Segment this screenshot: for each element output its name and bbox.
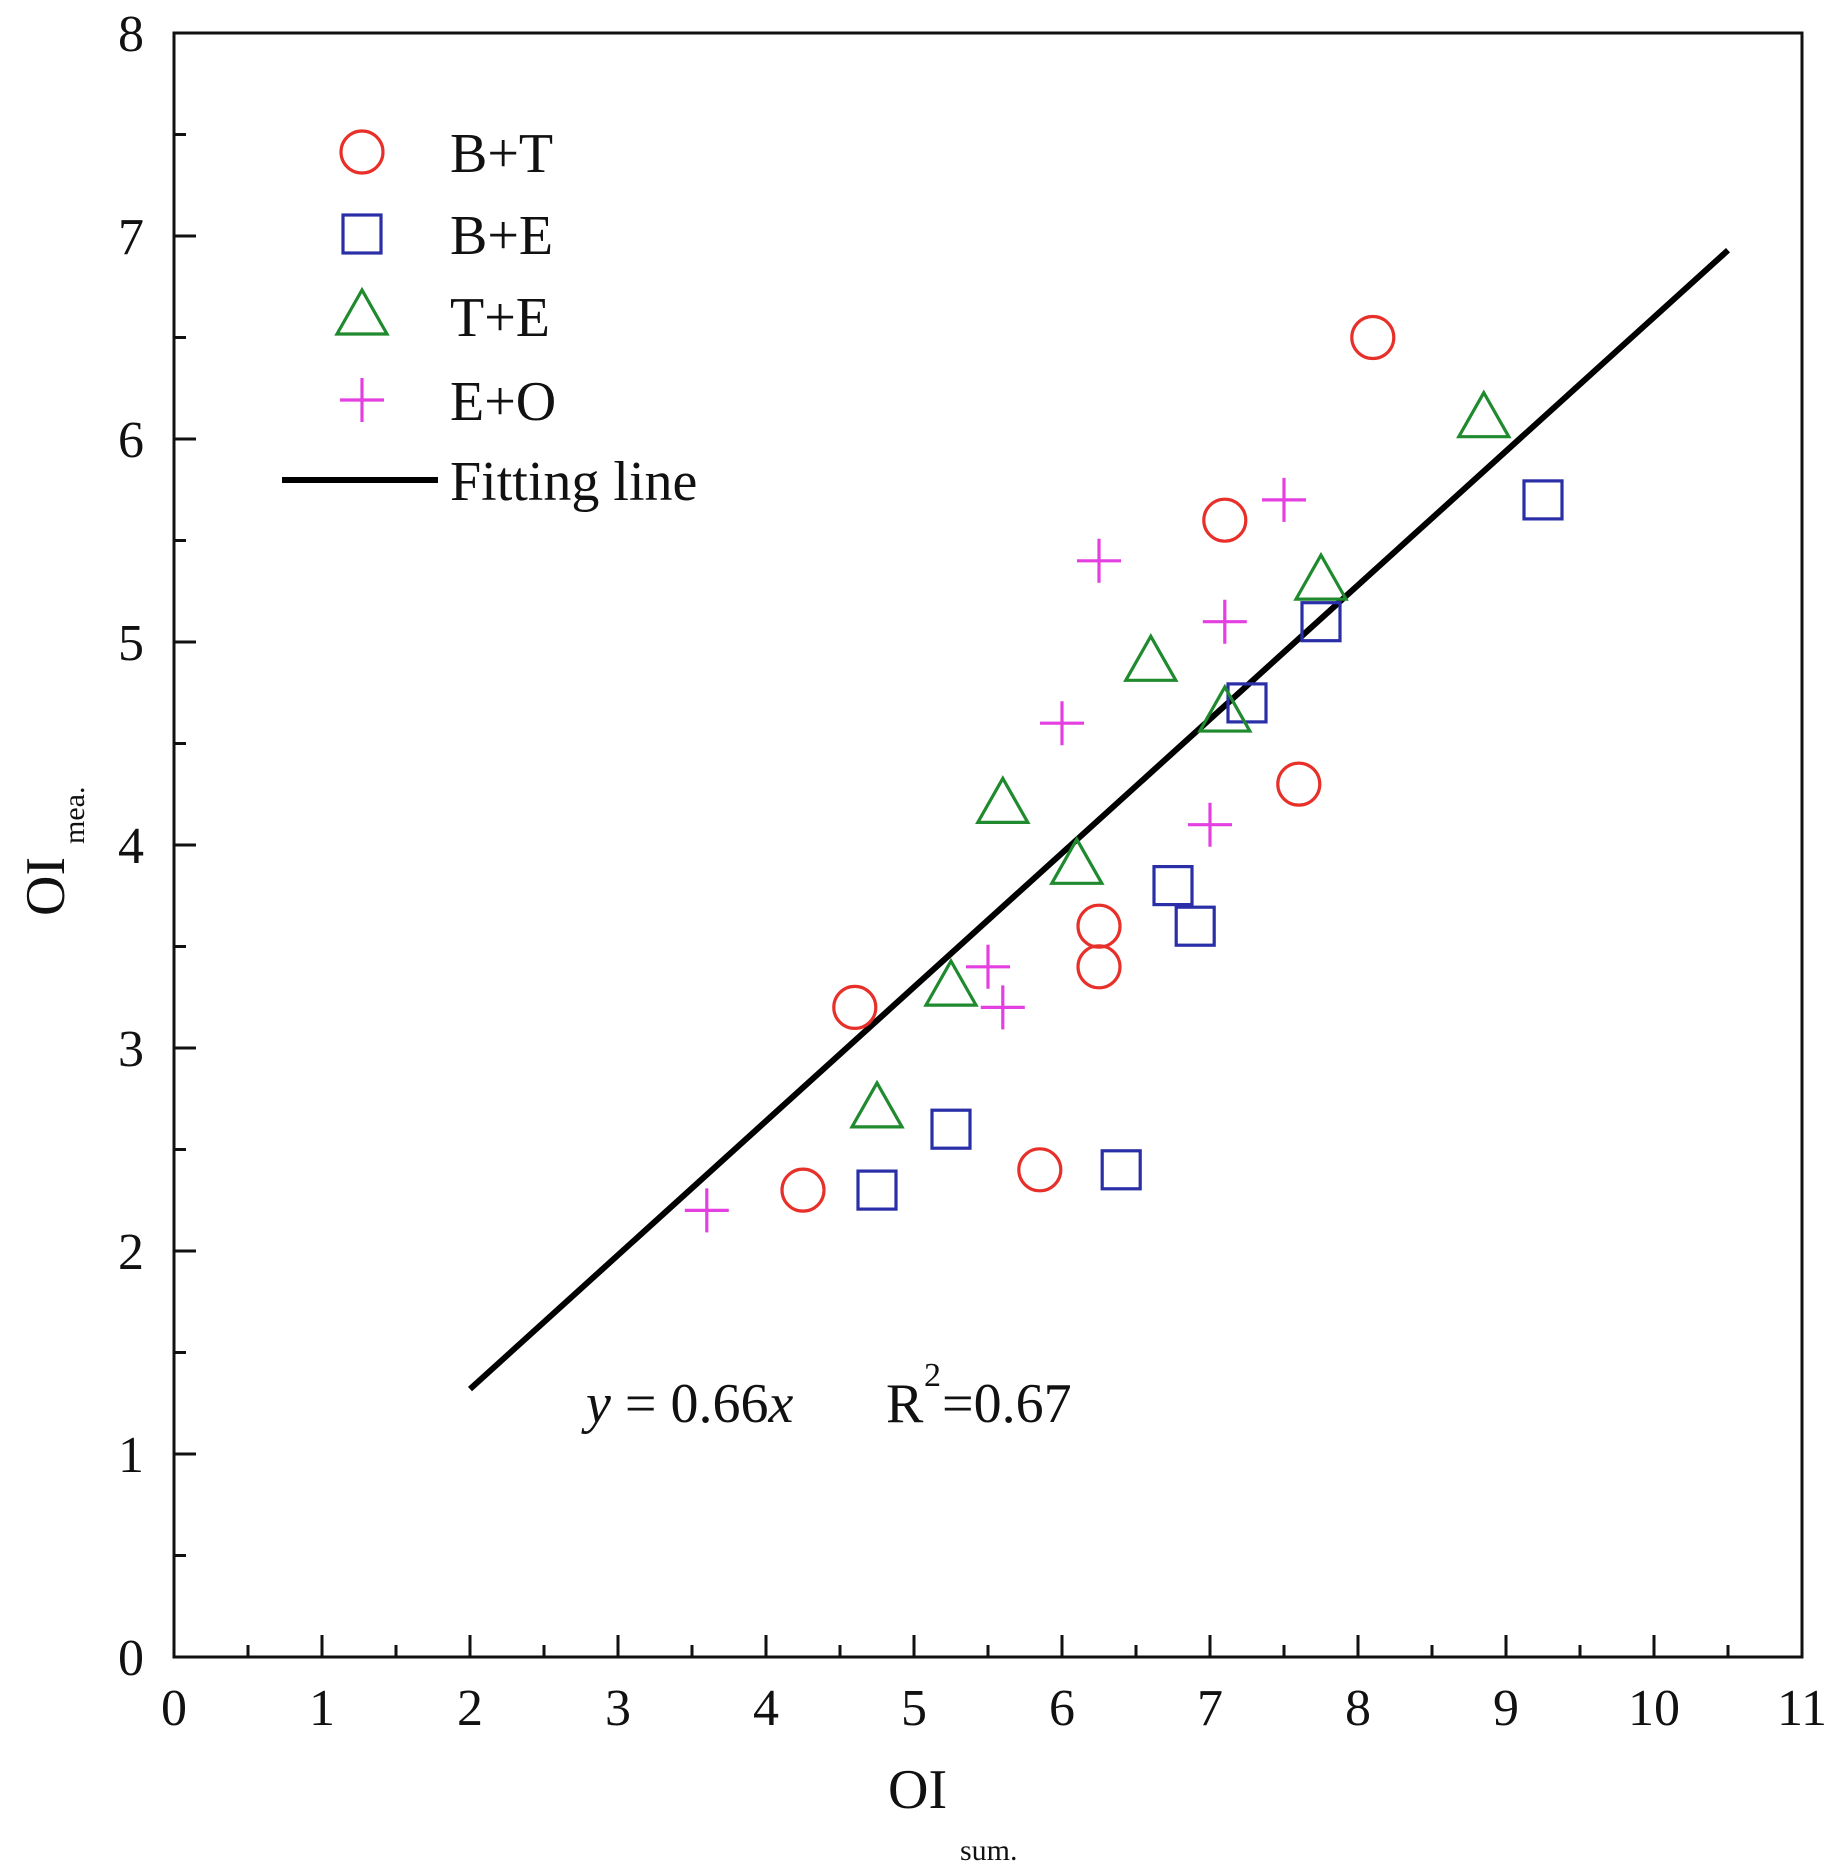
data-point-square xyxy=(856,1169,898,1211)
x-axis-title-main: OI xyxy=(888,1759,947,1821)
y-tick-label: 0 xyxy=(118,1630,144,1687)
y-tick-label: 3 xyxy=(118,1021,144,1078)
data-point-circle xyxy=(1076,944,1122,990)
data-point-triangle xyxy=(1293,551,1349,601)
legend-item: T+E xyxy=(334,286,550,349)
legend-marker-triangle xyxy=(334,286,390,336)
data-point-plus xyxy=(1188,802,1232,847)
data-point-circle xyxy=(780,1167,826,1213)
x-tick-label: 6 xyxy=(1049,1680,1075,1737)
legend-label: B+E xyxy=(450,205,553,267)
data-point-circle xyxy=(1276,761,1322,807)
fitting-line xyxy=(467,247,1731,1392)
data-point-plus xyxy=(980,985,1025,1030)
y-tick-label: 5 xyxy=(118,615,144,672)
x-axis-title: OI sum. xyxy=(888,1759,1018,1867)
x-tick-label: 8 xyxy=(1345,1680,1371,1737)
data-point-square xyxy=(930,1108,972,1150)
y-tick-label: 7 xyxy=(118,209,144,266)
data-point-plus xyxy=(1077,538,1121,583)
data-point-plus xyxy=(966,944,1010,989)
data-point-triangle xyxy=(849,1079,905,1129)
legend-label: T+E xyxy=(450,287,550,349)
data-point-plus xyxy=(684,1188,729,1233)
fit-line-layer xyxy=(467,247,1731,1392)
data-point-plus xyxy=(1262,477,1306,522)
x-tick-label: 7 xyxy=(1197,1680,1223,1737)
data-point-plus xyxy=(1040,701,1084,746)
r-squared-exponent: 2 xyxy=(924,1357,941,1394)
y-tick-label: 8 xyxy=(118,6,144,63)
x-tick-label: 1 xyxy=(309,1680,335,1737)
y-axis-title-main: OI xyxy=(15,857,77,916)
x-tick-label: 2 xyxy=(457,1680,483,1737)
x-tick-label: 0 xyxy=(161,1680,187,1737)
x-tick-label: 4 xyxy=(753,1680,779,1737)
data-point-circle xyxy=(832,984,878,1031)
data-point-plus xyxy=(1202,599,1247,644)
y-tick-label: 6 xyxy=(118,412,144,469)
data-point-circle xyxy=(1017,1147,1063,1193)
y-tick-label: 1 xyxy=(118,1427,144,1484)
legend-label: B+T xyxy=(450,123,553,185)
equation-x-var: x xyxy=(767,1373,793,1435)
data-point-triangle xyxy=(975,775,1031,825)
data-point-square xyxy=(1152,864,1194,907)
series-t-plus-e xyxy=(849,389,1512,1129)
legend-marker-circle xyxy=(339,129,385,175)
legend-item: Fitting line xyxy=(282,451,697,513)
data-point-square xyxy=(1522,479,1564,521)
x-tick-label: 3 xyxy=(605,1680,631,1737)
y-tick-label: 4 xyxy=(118,818,144,875)
x-axis-title-sub: sum. xyxy=(960,1834,1018,1867)
data-point-triangle xyxy=(1197,683,1253,733)
data-point-square xyxy=(1100,1149,1142,1191)
legend: B+T B+E T+E E+O Fitting line xyxy=(282,123,697,513)
legend-item: B+E xyxy=(341,205,553,267)
axis-ticks: 0 1 2 3 4 5 6 7 8 9 10 11 0 1 2 3 4 5 6 7 8 xyxy=(118,6,1827,1737)
data-point-circle xyxy=(1350,314,1396,361)
series-b-plus-t xyxy=(780,314,1396,1213)
series-e-plus-o xyxy=(684,477,1306,1233)
equation-y-var: y xyxy=(581,1373,611,1435)
data-point-circle xyxy=(1076,903,1122,949)
legend-item: E+O xyxy=(340,371,556,433)
data-point-triangle xyxy=(923,957,979,1007)
y-tick-label: 2 xyxy=(118,1224,144,1281)
legend-marker-square xyxy=(341,213,383,255)
x-tick-label: 10 xyxy=(1628,1680,1680,1737)
fit-equation: y = 0.66x xyxy=(581,1373,793,1435)
series-b-plus-e xyxy=(856,479,1564,1211)
data-point-circle xyxy=(1202,497,1248,543)
r-squared-value: =0.67 xyxy=(942,1373,1072,1435)
equation-body: = 0.66 xyxy=(611,1373,769,1435)
legend-marker-plus xyxy=(340,378,384,422)
fit-annotation: y = 0.66x R 2 =0.67 xyxy=(581,1357,1072,1435)
data-point-square xyxy=(1300,601,1342,643)
x-tick-label: 5 xyxy=(901,1680,927,1737)
legend-label: E+O xyxy=(450,371,556,433)
y-axis-title: OI mea. xyxy=(15,787,91,916)
x-tick-label: 11 xyxy=(1777,1680,1827,1737)
data-point-square xyxy=(1174,905,1216,947)
x-tick-label: 9 xyxy=(1493,1680,1519,1737)
data-point-triangle xyxy=(1049,836,1105,885)
data-point-square xyxy=(1226,682,1268,724)
data-point-triangle xyxy=(1456,389,1512,439)
legend-label: Fitting line xyxy=(450,451,697,513)
legend-item: B+T xyxy=(339,123,553,185)
data-point-triangle xyxy=(1123,633,1179,682)
data-points xyxy=(684,314,1564,1233)
y-axis-title-sub: mea. xyxy=(58,787,91,844)
r-squared-label: R xyxy=(886,1373,924,1435)
